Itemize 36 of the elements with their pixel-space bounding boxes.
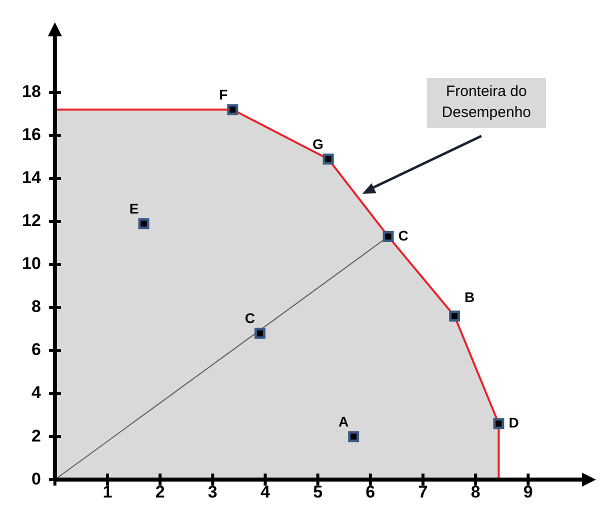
annotation: C [244, 310, 255, 326]
y-tick-label: 0 [31, 469, 41, 488]
point [493, 418, 504, 430]
x-tick-label: 7 [418, 482, 428, 502]
annotation: B [464, 288, 475, 305]
x-tick-label: 1 [102, 482, 112, 502]
y-tick-label: 2 [31, 426, 41, 446]
point [138, 218, 150, 230]
point [227, 104, 238, 116]
annotation: A [338, 413, 349, 430]
point [449, 310, 460, 322]
annotation: C [398, 227, 408, 244]
x-tick-label: 8 [470, 482, 480, 502]
annotation: Fronteira do Desempenho [442, 83, 532, 122]
x-tick-label: 2 [155, 482, 165, 502]
annotation: D [508, 414, 519, 431]
y-tick-label: 16 [22, 125, 41, 144]
x-tick-label: 6 [366, 482, 376, 502]
annotation: G [312, 136, 324, 152]
y-tick-label: 8 [31, 297, 41, 316]
y-tick-label: 12 [22, 211, 41, 230]
y-tick-label: 4 [31, 383, 42, 402]
x-tick-label: 4 [260, 482, 271, 502]
point [322, 154, 334, 165]
annotation: E [129, 200, 139, 216]
x-tick-label: 5 [313, 482, 323, 502]
y-tick-label: 10 [22, 254, 41, 274]
y-tick-label: 18 [22, 82, 41, 102]
annotation: F [219, 86, 228, 102]
y-tick-label: 14 [22, 168, 42, 188]
point [348, 431, 360, 442]
y-tick-label: 6 [31, 340, 41, 360]
point [382, 231, 394, 242]
x-tick-label: 3 [208, 482, 218, 502]
x-tick-label: 9 [523, 482, 533, 502]
point [254, 328, 266, 339]
